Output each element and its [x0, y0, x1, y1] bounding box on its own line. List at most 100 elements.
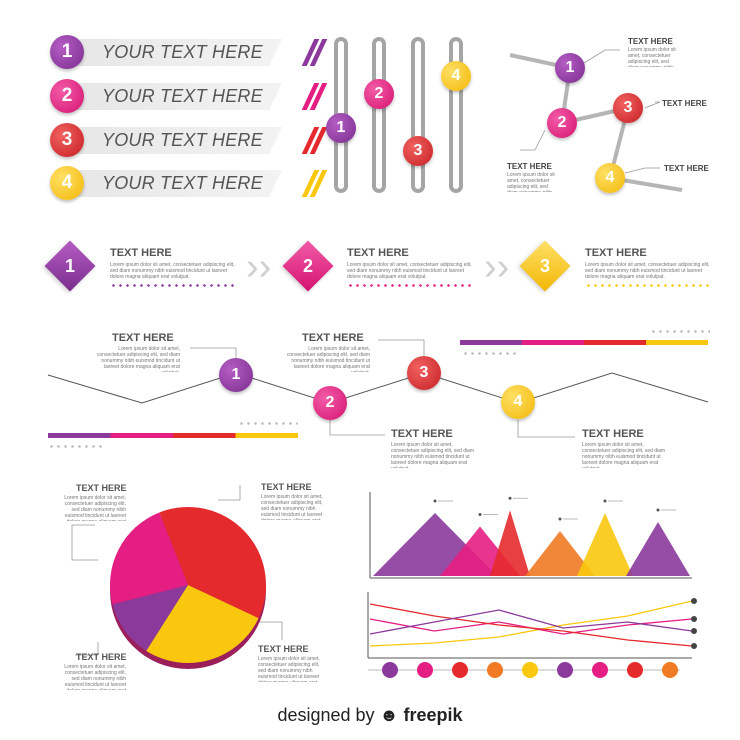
area-peak: [490, 510, 530, 576]
network-node-3: 3: [613, 93, 643, 123]
banner-number: 1: [50, 35, 84, 69]
pie-label-3: TEXT HERE: [76, 652, 127, 662]
line-series: [369, 600, 693, 647]
step-number-2: 2: [302, 256, 313, 276]
banner-bar: [64, 170, 282, 197]
timeline-title-4: TEXT HERE: [582, 428, 644, 440]
pie-chart: [71, 485, 283, 669]
pie-body-1: Lorem ipsum dolor sit amet, consectetuer…: [64, 495, 126, 521]
color-dot: [627, 662, 643, 678]
network-label-3: TEXT HERE: [662, 99, 707, 108]
color-dot: [662, 662, 678, 678]
network-body-2: Lorem ipsum dolor sit amet, consectetuer…: [507, 172, 555, 192]
pie-slice: [146, 585, 259, 663]
banner-text: YOUR TEXT HERE: [102, 130, 263, 150]
timeline-body-2: Lorem ipsum dolor sit amet, consectetuer…: [391, 442, 475, 468]
banner-1: 1 YOUR TEXT HERE: [50, 35, 328, 69]
pie-body-4: Lorem ipsum dolor sit amet, consectetuer…: [258, 656, 320, 682]
chevron-right-icon: ››: [246, 246, 272, 288]
banner-bar: [64, 127, 282, 154]
area-peak: [525, 531, 595, 576]
chevron-right-icon: ››: [484, 246, 510, 288]
banner-text: YOUR TEXT HERE: [102, 173, 263, 193]
area-peak: [626, 522, 690, 576]
color-dot: [452, 662, 468, 678]
area-peak: [577, 513, 633, 576]
dot-line: [650, 330, 710, 333]
timeline-node-2: 2: [313, 386, 347, 420]
line-series: [369, 609, 693, 635]
pie-label-4: TEXT HERE: [258, 644, 309, 654]
line-end-marker: [691, 628, 697, 634]
step-title-1: TEXT HERE: [110, 247, 172, 259]
dot-line: [110, 284, 234, 287]
step-title-2: TEXT HERE: [347, 247, 409, 259]
step-number-3: 3: [539, 256, 550, 276]
step-body-3: Lorem ipsum dolor sit amet, consectetuer…: [585, 262, 710, 280]
timeline-node-4: 4: [501, 385, 535, 419]
network-body-1: Lorem ipsum dolor sit amet, consectetuer…: [628, 47, 676, 67]
line-series: [369, 603, 693, 647]
network-label-4: TEXT HERE: [664, 164, 709, 173]
banner-number: 2: [50, 79, 84, 113]
credit: designed by ☻ freepik: [0, 705, 740, 726]
peak-marker: [508, 496, 512, 500]
network-node-2: 2: [547, 108, 577, 138]
peak-marker: [478, 513, 482, 516]
slider-knob-1: 1: [326, 113, 356, 143]
dot-line: [462, 352, 518, 355]
dot-line: [48, 445, 104, 448]
timeline-title-3: TEXT HERE: [302, 332, 364, 344]
timeline-node-1: 1: [219, 358, 253, 392]
timeline-title-2: TEXT HERE: [391, 428, 453, 440]
pie-body-3: Lorem ipsum dolor sit amet, consectetuer…: [64, 664, 126, 690]
line-end-marker: [691, 643, 697, 649]
timeline-node-3: 3: [407, 356, 441, 390]
credit-prefix: designed by: [277, 705, 375, 725]
banner-text: YOUR TEXT HERE: [102, 86, 263, 106]
step-title-3: TEXT HERE: [585, 247, 647, 259]
color-dot: [557, 662, 573, 678]
step-body-1: Lorem ipsum dolor sit amet, consectetuer…: [110, 262, 235, 280]
banner-text: YOUR TEXT HERE: [102, 42, 263, 62]
slider-knob-3: 3: [403, 136, 433, 166]
pie-slice: [110, 512, 188, 605]
color-dot: [522, 662, 538, 678]
step-body-2: Lorem ipsum dolor sit amet, consectetuer…: [347, 262, 472, 280]
slider-knob-2: 2: [364, 79, 394, 109]
banner-3: 3 YOUR TEXT HERE: [50, 123, 328, 157]
gradient-strip: [48, 433, 298, 438]
timeline-body-1: Lorem ipsum dolor sit amet, consectetuer…: [96, 346, 180, 372]
peak-marker: [433, 499, 437, 503]
gradient-strip: [460, 340, 708, 345]
slider-track: [411, 37, 425, 193]
banner-bar: [64, 39, 282, 66]
pie-slice: [112, 585, 188, 651]
step-number-1: 1: [64, 256, 75, 276]
dot-line: [238, 422, 298, 425]
color-dot: [487, 662, 503, 678]
peak-marker: [656, 508, 660, 512]
timeline-body-4: Lorem ipsum dolor sit amet, consectetuer…: [582, 442, 666, 468]
color-dot: [382, 662, 398, 678]
charts-area: [367, 492, 697, 678]
slider-track: [449, 37, 463, 193]
slider-knob-4: 4: [441, 61, 471, 91]
pie-slice: [159, 507, 266, 619]
timeline-lines: [47, 339, 709, 438]
banner-2: 2 YOUR TEXT HERE: [50, 79, 328, 113]
color-dot: [417, 662, 433, 678]
banner-number: 3: [50, 123, 84, 157]
peak-marker: [558, 517, 562, 521]
line-end-marker: [691, 598, 697, 604]
pie-body-2: Lorem ipsum dolor sit amet, consectetuer…: [261, 494, 323, 520]
pie-label-1: TEXT HERE: [76, 483, 127, 493]
network-label-2: TEXT HERE: [507, 162, 552, 171]
banner-4: 4 YOUR TEXT HERE: [50, 166, 328, 200]
timeline-body-3: Lorem ipsum dolor sit amet, consectetuer…: [286, 346, 370, 372]
dot-line: [347, 284, 471, 287]
banner-number: 4: [50, 166, 84, 200]
network-node-1: 1: [555, 53, 585, 83]
slider-track: [372, 37, 386, 193]
freepik-logo-icon: ☻: [379, 705, 399, 725]
